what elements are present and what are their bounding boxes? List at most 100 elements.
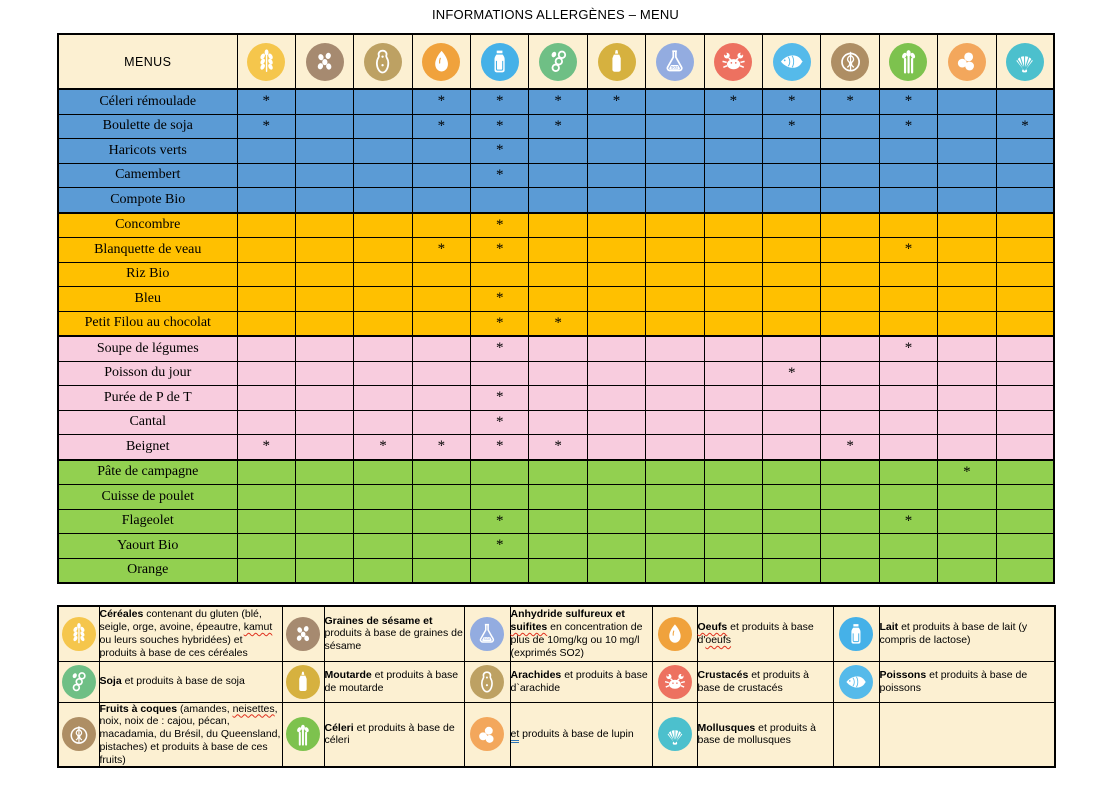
allergen-mark-cell bbox=[528, 557, 588, 584]
legend-icon-cell-lupin-icon bbox=[463, 701, 511, 768]
allergen-mark-cell bbox=[645, 88, 705, 115]
legend-text: Arachides et produits à base d`arachide bbox=[509, 660, 653, 703]
allergen-mark-cell bbox=[586, 261, 647, 287]
allergen-mark-cell bbox=[294, 508, 355, 534]
page-title: INFORMATIONS ALLERGÈNES – MENU bbox=[431, 7, 680, 22]
allergen-mark-cell bbox=[236, 162, 296, 188]
allergen-mark-cell bbox=[937, 237, 997, 263]
allergen-mark-cell: * bbox=[878, 237, 939, 263]
allergen-mark-cell bbox=[586, 385, 647, 411]
allergen-mark-cell bbox=[878, 458, 939, 485]
allergen-mark-cell bbox=[762, 335, 822, 362]
allergen-mark-cell bbox=[703, 187, 764, 213]
allergen-mark-cell bbox=[645, 335, 705, 362]
header-row: MENUS SO2 bbox=[57, 33, 1055, 90]
allergen-mark-cell bbox=[645, 261, 705, 287]
allergen-mark-cell bbox=[353, 113, 413, 139]
walnut-icon bbox=[831, 42, 870, 81]
allergen-mark-cell bbox=[703, 434, 764, 460]
allergen-mark-cell bbox=[820, 162, 880, 188]
allergen-column-header-moutarde bbox=[586, 33, 647, 90]
sesame-icon bbox=[305, 42, 344, 81]
legend-text: Mollusques et produits à base de mollusq… bbox=[696, 701, 834, 768]
legend-icon-cell-egg-icon bbox=[651, 605, 698, 662]
allergen-mark-cell bbox=[878, 557, 939, 584]
allergen-mark-cell bbox=[820, 237, 880, 263]
menu-item-label: Purée de P de T bbox=[57, 385, 238, 411]
allergen-mark-cell bbox=[586, 335, 647, 362]
allergen-mark-cell bbox=[528, 162, 588, 188]
milk-bottle-icon bbox=[480, 42, 519, 81]
allergen-mark-cell bbox=[528, 533, 588, 559]
allergen-mark-cell bbox=[937, 138, 997, 164]
allergen-mark-cell bbox=[995, 335, 1055, 362]
fish-icon bbox=[772, 42, 811, 81]
allergen-mark-cell: * bbox=[878, 335, 939, 362]
legend-icon-cell-peanut-icon bbox=[463, 660, 511, 703]
allergen-column-header-soja bbox=[528, 33, 588, 90]
legend-text: Moutarde et produits à base de moutarde bbox=[323, 660, 465, 703]
legend-icon-cell-flask-icon: SO2 bbox=[463, 605, 511, 662]
allergen-legend-table: Céréales contenant du gluten (blé, seigl… bbox=[57, 605, 1056, 769]
legend-row: Soja et produits à base de soja Moutarde … bbox=[57, 660, 1056, 703]
allergen-mark-cell bbox=[411, 360, 472, 386]
allergen-mark-cell: * bbox=[528, 113, 588, 139]
allergen-mark-cell: * bbox=[820, 88, 880, 115]
allergen-mark-cell bbox=[937, 557, 997, 584]
allergen-mark-cell bbox=[703, 286, 764, 312]
allergen-mark-cell bbox=[820, 211, 880, 238]
allergen-mark-cell bbox=[995, 187, 1055, 213]
legend-text: Crustacés et produits à base de crustacé… bbox=[696, 660, 834, 703]
legend-row: Céréales contenant du gluten (blé, seigl… bbox=[57, 605, 1056, 662]
allergen-mark-cell bbox=[586, 237, 647, 263]
svg-text:SO2: SO2 bbox=[671, 65, 678, 69]
shell-icon bbox=[657, 717, 692, 752]
table-row: Boulette de soja * * * * * * * bbox=[57, 113, 1055, 139]
allergen-mark-cell bbox=[995, 88, 1055, 115]
allergen-mark-cell bbox=[645, 360, 705, 386]
allergen-mark-cell bbox=[586, 162, 647, 188]
table-row: Beignet * * * * * * bbox=[57, 434, 1055, 460]
allergen-mark-cell bbox=[937, 261, 997, 287]
allergen-mark-cell bbox=[995, 360, 1055, 386]
allergen-mark-cell bbox=[762, 434, 822, 460]
allergen-mark-cell bbox=[937, 385, 997, 411]
allergen-mark-cell bbox=[528, 508, 588, 534]
legend-icon-cell-celery-icon bbox=[281, 701, 325, 768]
allergen-mark-cell bbox=[411, 508, 472, 534]
allergen-mark-cell bbox=[937, 360, 997, 386]
allergen-mark-cell bbox=[645, 310, 705, 337]
allergen-mark-cell bbox=[411, 458, 472, 485]
allergen-mark-cell bbox=[937, 187, 997, 213]
lupin-icon bbox=[470, 717, 504, 752]
allergen-mark-cell bbox=[353, 162, 413, 188]
allergen-mark-cell bbox=[703, 557, 764, 584]
allergen-mark-cell bbox=[294, 138, 355, 164]
allergen-column-header-sulfites: SO2 bbox=[645, 33, 705, 90]
allergen-mark-cell: * bbox=[528, 434, 588, 460]
allergen-mark-cell: * bbox=[470, 508, 530, 534]
table-row: Yaourt Bio * bbox=[57, 533, 1055, 559]
allergen-mark-cell bbox=[586, 557, 647, 584]
allergen-column-header-celeri bbox=[878, 33, 939, 90]
allergen-mark-cell bbox=[645, 385, 705, 411]
menu-item-label: Poisson du jour bbox=[57, 360, 238, 386]
allergen-mark-cell bbox=[645, 434, 705, 460]
allergen-mark-cell bbox=[878, 434, 939, 460]
allergen-mark-cell bbox=[353, 458, 413, 485]
table-row: Petit Filou au chocolat * * bbox=[57, 310, 1055, 337]
allergen-mark-cell bbox=[353, 385, 413, 411]
allergen-mark-cell bbox=[294, 458, 355, 485]
allergen-column-header-gluten bbox=[236, 33, 296, 90]
allergen-mark-cell bbox=[353, 557, 413, 584]
mustard-bottle-icon bbox=[286, 664, 320, 699]
allergen-mark-cell bbox=[236, 138, 296, 164]
allergen-mark-cell bbox=[995, 211, 1055, 238]
allergen-mark-cell: * bbox=[470, 385, 530, 411]
allergen-mark-cell bbox=[294, 360, 355, 386]
allergen-column-header-arachides bbox=[353, 33, 413, 90]
allergen-mark-cell bbox=[236, 360, 296, 386]
allergen-mark-cell bbox=[411, 533, 472, 559]
allergen-mark-cell bbox=[645, 187, 705, 213]
allergen-mark-cell bbox=[820, 261, 880, 287]
